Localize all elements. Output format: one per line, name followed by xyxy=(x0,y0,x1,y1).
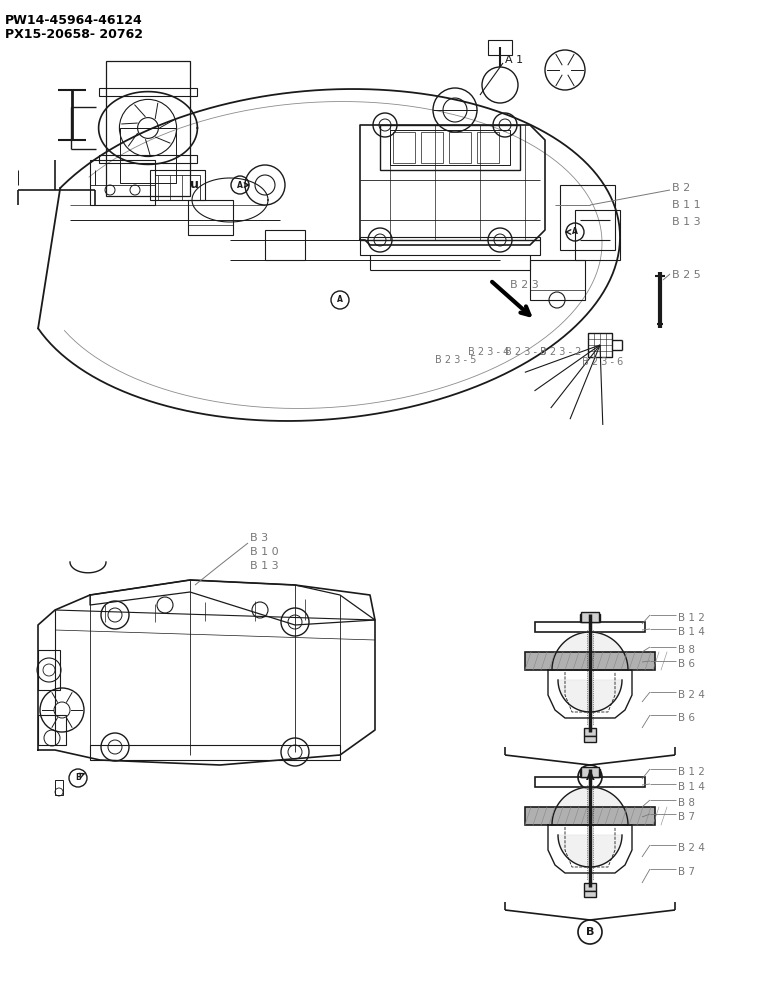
Text: PW14-45964-46124: PW14-45964-46124 xyxy=(5,14,143,27)
Text: B 6: B 6 xyxy=(678,659,695,669)
Text: B 8: B 8 xyxy=(678,798,695,808)
Bar xyxy=(120,128,176,183)
Text: u: u xyxy=(190,178,199,192)
Bar xyxy=(580,614,600,622)
Bar xyxy=(535,777,645,787)
Bar xyxy=(525,652,655,670)
Bar xyxy=(38,715,66,745)
Bar xyxy=(581,767,599,777)
Text: B 2 3 - 6: B 2 3 - 6 xyxy=(582,357,623,367)
Bar xyxy=(90,745,340,760)
Polygon shape xyxy=(558,680,622,712)
Text: B 2 4: B 2 4 xyxy=(678,843,705,853)
Text: B 1 4: B 1 4 xyxy=(678,782,705,792)
Bar xyxy=(90,160,155,205)
Text: B 2 3 - 4: B 2 3 - 4 xyxy=(468,347,510,357)
Bar xyxy=(99,88,197,96)
Bar xyxy=(584,736,596,742)
Text: B 1 1: B 1 1 xyxy=(672,200,701,210)
Bar xyxy=(38,650,60,690)
Polygon shape xyxy=(552,632,628,670)
Bar xyxy=(525,807,655,825)
Bar xyxy=(584,883,596,891)
Bar xyxy=(477,132,499,163)
Text: B 2 3 - 2: B 2 3 - 2 xyxy=(540,347,581,357)
Bar xyxy=(584,891,596,897)
Bar xyxy=(393,132,415,163)
Text: B: B xyxy=(586,927,594,937)
Bar xyxy=(55,780,63,795)
Bar xyxy=(584,728,596,736)
Text: B 7: B 7 xyxy=(678,867,695,877)
Text: B 1 3: B 1 3 xyxy=(250,561,279,571)
Bar xyxy=(188,200,233,235)
Text: B 2 3: B 2 3 xyxy=(510,280,539,290)
Text: PX15-20658- 20762: PX15-20658- 20762 xyxy=(5,27,143,40)
Bar xyxy=(535,622,645,632)
Text: B 1 3: B 1 3 xyxy=(672,217,701,227)
Text: B 1 0: B 1 0 xyxy=(250,547,279,557)
Text: B 8: B 8 xyxy=(678,645,695,655)
Bar xyxy=(150,170,205,200)
Text: B 7: B 7 xyxy=(678,812,695,822)
Text: A: A xyxy=(337,296,343,304)
Text: B 1 2: B 1 2 xyxy=(678,767,705,777)
Bar xyxy=(106,61,190,196)
Text: B 1 2: B 1 2 xyxy=(678,613,705,623)
Text: A: A xyxy=(572,228,578,236)
Bar xyxy=(380,125,520,170)
Bar xyxy=(575,210,620,260)
Bar xyxy=(390,130,510,165)
Text: A: A xyxy=(237,180,243,190)
Bar xyxy=(421,132,443,163)
Text: B 2 5: B 2 5 xyxy=(672,270,701,280)
Bar xyxy=(588,333,612,357)
Bar xyxy=(360,237,540,255)
Bar xyxy=(560,185,615,250)
Text: B 3: B 3 xyxy=(250,533,268,543)
Polygon shape xyxy=(552,787,628,825)
Polygon shape xyxy=(558,835,622,867)
Bar xyxy=(581,612,599,622)
Bar xyxy=(155,175,200,200)
Text: B 1 4: B 1 4 xyxy=(678,627,705,637)
Bar xyxy=(99,155,197,163)
Text: B 2: B 2 xyxy=(672,183,690,193)
Text: B 2 4: B 2 4 xyxy=(678,690,705,700)
Text: B 6: B 6 xyxy=(678,713,695,723)
Bar xyxy=(488,40,512,55)
Text: B 2 3 - 3: B 2 3 - 3 xyxy=(505,347,546,357)
Bar xyxy=(449,132,471,163)
Text: B 2 3 - 5: B 2 3 - 5 xyxy=(435,355,477,365)
Bar xyxy=(265,230,305,260)
Bar xyxy=(530,260,585,300)
Text: A 1: A 1 xyxy=(505,55,523,65)
Bar xyxy=(580,769,600,777)
Text: B: B xyxy=(75,774,81,782)
Text: A: A xyxy=(586,772,594,782)
